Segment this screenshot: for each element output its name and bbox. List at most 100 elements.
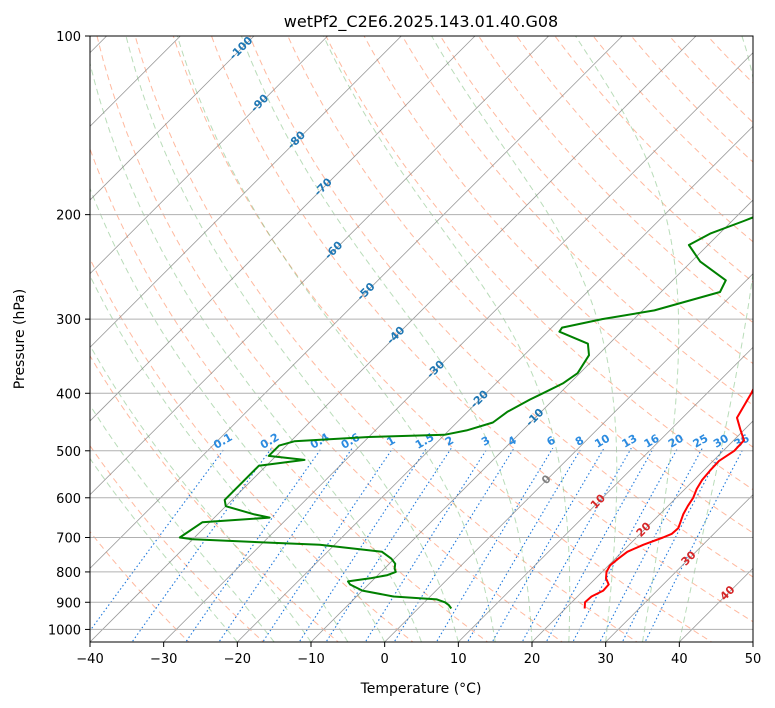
isotherm-label: -80 xyxy=(285,128,308,151)
moist-adiabat xyxy=(90,187,386,642)
dry-adiabat xyxy=(249,36,753,578)
mixing-ratio-label: 2 xyxy=(443,434,456,449)
dry-adiabat xyxy=(516,36,753,283)
isotherm-line xyxy=(90,36,623,569)
isotherm-line xyxy=(679,567,753,642)
moist-adiabat xyxy=(323,36,571,642)
y-axis: 100 200 300 400 500 600 700 800 900 1000 xyxy=(48,30,90,638)
isotherm-label: 40 xyxy=(717,583,737,603)
moist-adiabat xyxy=(678,36,753,642)
dry-adiabat xyxy=(96,36,564,642)
isotherm-line xyxy=(90,36,697,642)
dry-adiabat xyxy=(668,36,753,124)
mixing-ratio-label: 1.5 xyxy=(413,431,436,452)
mixing-ratio-label: 30 xyxy=(711,432,731,451)
mixing-ratio-line xyxy=(298,447,427,642)
isotherm-line xyxy=(458,346,753,642)
mixing-ratio-label: 13 xyxy=(620,432,640,451)
isotherm-line xyxy=(90,36,476,422)
mixing-ratio-line xyxy=(621,447,724,642)
dry-adiabat xyxy=(439,36,753,365)
mixing-ratio-line xyxy=(262,447,394,642)
mixing-ratio-line xyxy=(131,447,272,642)
x-tick-label: 20 xyxy=(524,652,541,667)
y-tick-label: 400 xyxy=(56,387,81,402)
mixing-ratio-label: 0.1 xyxy=(211,431,234,452)
isotherm-line xyxy=(237,125,753,642)
moist-adiabat xyxy=(90,61,422,642)
y-tick-label: 1000 xyxy=(48,623,81,638)
isotherm-line xyxy=(90,36,255,201)
moist-adiabat xyxy=(240,36,533,642)
y-tick-label: 700 xyxy=(56,532,81,547)
mixing-ratio-label: 20 xyxy=(666,432,686,451)
mixing-ratio-label: 8 xyxy=(573,434,586,449)
dry-adiabat xyxy=(630,36,753,163)
mixing-ratio-line xyxy=(185,447,322,642)
isotherm-line xyxy=(90,36,549,496)
y-tick-label: 100 xyxy=(56,30,81,45)
plot-frame xyxy=(89,35,754,643)
background-lines xyxy=(90,36,753,642)
isotherm-label: 10 xyxy=(588,491,608,511)
mixing-ratio-line xyxy=(325,447,452,642)
profile-traces xyxy=(178,216,753,610)
line-labels: -100-90-80-70-60-50-40-30-20-10010203040… xyxy=(211,34,752,603)
mixing-ratio-line xyxy=(545,447,654,642)
moist-adiabat xyxy=(431,36,618,642)
x-tick-label: −10 xyxy=(297,652,324,667)
temperature-trace xyxy=(583,387,753,609)
moist-adiabat xyxy=(176,36,496,642)
isotherm-line xyxy=(605,494,753,642)
mixing-ratio-line xyxy=(218,447,353,642)
x-tick-label: 30 xyxy=(597,652,614,667)
y-tick-label: 900 xyxy=(56,596,81,611)
isotherm-label: -70 xyxy=(312,175,335,198)
isotherm-line xyxy=(90,36,402,348)
isotherm-label: -10 xyxy=(523,406,546,429)
mixing-ratio-label: 6 xyxy=(544,433,557,448)
isotherm-label: -100 xyxy=(227,34,256,63)
moist-adiabat xyxy=(90,457,238,642)
mixing-ratio-label: 25 xyxy=(691,432,711,451)
x-axis: −40 −30 −20 −10 0 10 20 30 40 50 xyxy=(76,642,761,667)
isotherm-label: 20 xyxy=(634,519,654,539)
chart-title: wetPf2_C2E6.2025.143.01.40.G08 xyxy=(284,12,558,32)
moist-adiabat xyxy=(125,36,459,642)
isotherm-label: -30 xyxy=(424,357,447,380)
mixing-ratio-label: 0.6 xyxy=(339,430,363,451)
y-tick-label: 200 xyxy=(56,209,81,224)
mixing-ratio-line xyxy=(435,447,554,642)
x-axis-title: Temperature (°C) xyxy=(360,681,482,697)
isotherm-label: 30 xyxy=(679,548,699,568)
y-axis-title: Pressure (hPa) xyxy=(12,289,28,389)
x-tick-label: −20 xyxy=(224,652,251,667)
dry-adiabat xyxy=(90,257,414,642)
isotherm-label: -90 xyxy=(248,91,271,114)
isotherm-line xyxy=(531,420,753,642)
isotherm-label: -60 xyxy=(322,238,345,261)
x-tick-label: 10 xyxy=(450,652,467,667)
isotherm-line xyxy=(384,273,753,642)
mixing-ratio-label: 16 xyxy=(642,432,662,451)
isotherm-line xyxy=(310,199,753,642)
mixing-ratio-line xyxy=(521,447,632,642)
mixing-ratio-label: 0.2 xyxy=(258,431,281,452)
dry-adiabat xyxy=(90,444,265,642)
dry-adiabat xyxy=(401,36,753,406)
isotherm-label: -20 xyxy=(468,387,491,410)
dry-adiabat xyxy=(90,147,489,642)
x-tick-label: 0 xyxy=(381,652,389,667)
x-tick-label: 50 xyxy=(745,652,762,667)
mixing-ratio-line xyxy=(364,447,488,642)
moist-adiabat xyxy=(90,274,349,642)
y-tick-label: 800 xyxy=(56,566,81,581)
mixing-ratio-line xyxy=(572,447,679,642)
mixing-ratio-line xyxy=(599,447,703,642)
y-tick-label: 300 xyxy=(56,313,81,328)
moist-adiabat xyxy=(575,36,680,642)
mixing-ratio-line xyxy=(644,447,744,642)
mixing-ratio-label: 10 xyxy=(592,432,612,451)
moist-adiabat xyxy=(90,344,312,642)
